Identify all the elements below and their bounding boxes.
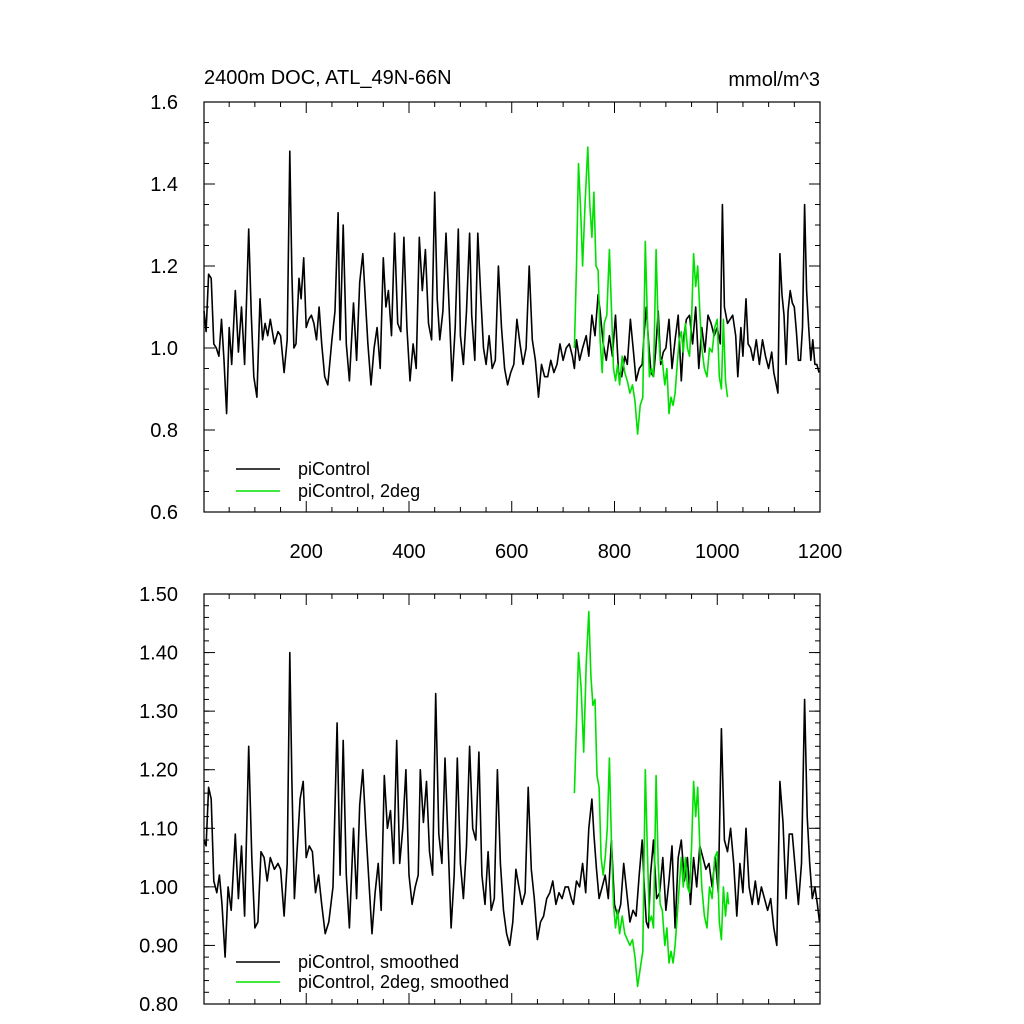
top-axis-ticks [204,101,821,513]
top-y-tick-label: 1.4 [150,174,178,196]
top-y-tick-label: 1.6 [150,92,178,114]
bottom-series-group [203,610,821,988]
top-legend-label-picontrol: piControl [298,459,370,479]
bottom-y-tick-label: 1.20 [139,760,178,782]
bottom-y-tick-label: 1.00 [139,877,178,899]
bottom-y-tick-label: 0.90 [139,935,178,957]
top-x-tick-label: 1200 [798,541,843,563]
bottom-y-tick-label: 1.40 [139,643,178,665]
bottom-series-line-picontrol [203,651,821,958]
top-chart-title: 2400m DOC, ATL_49N-66N [204,67,452,89]
bottom-series-line-2deg [573,610,730,988]
bottom-legend-label-smoothed: piControl, smoothed [298,952,459,972]
top-y-tick-labels: 0.6 0.8 1.0 1.2 1.4 1.6 [150,92,178,524]
top-series-group [203,146,820,435]
top-x-tick-label: 400 [392,541,425,563]
top-x-tick-label: 1000 [695,541,740,563]
top-y-tick-label: 1.2 [150,256,178,278]
top-legend-label-2deg: piControl, 2deg [298,481,420,501]
top-series-line-picontrol [203,150,820,415]
top-x-tick-label: 600 [495,541,528,563]
top-panel: 2400m DOC, ATL_49N-66N mmol/m^3 0.6 0.8 1.… [150,67,842,563]
bottom-legend-label-2deg-smoothed: piControl, 2deg, smoothed [298,972,509,992]
top-chart-units: mmol/m^3 [728,69,820,91]
top-y-tick-label: 0.6 [150,502,178,524]
top-x-tick-label: 800 [598,541,631,563]
bottom-axis-ticks [204,593,821,1005]
bottom-panel: 0.80 0.90 1.00 1.10 1.20 1.30 1.40 1.50 piContr… [139,584,821,1016]
top-y-tick-label: 0.8 [150,420,178,442]
top-x-tick-label: 200 [290,541,323,563]
bottom-plot-frame [203,593,821,1005]
bottom-legend: piControl, smoothed piControl, 2deg, smo… [236,952,509,992]
top-series-line-2deg [573,146,729,435]
bottom-y-tick-label: 0.80 [139,994,178,1016]
top-y-tick-label: 1.0 [150,338,178,360]
bottom-y-tick-label: 1.50 [139,584,178,606]
bottom-y-tick-labels: 0.80 0.90 1.00 1.10 1.20 1.30 1.40 1.50 [139,584,178,1016]
bottom-y-tick-label: 1.30 [139,701,178,723]
top-plot-frame [203,101,821,513]
top-legend: piControl piControl, 2deg [236,459,420,501]
bottom-y-tick-label: 1.10 [139,818,178,840]
top-x-tick-labels: 200 400 600 800 1000 1200 [290,541,843,563]
